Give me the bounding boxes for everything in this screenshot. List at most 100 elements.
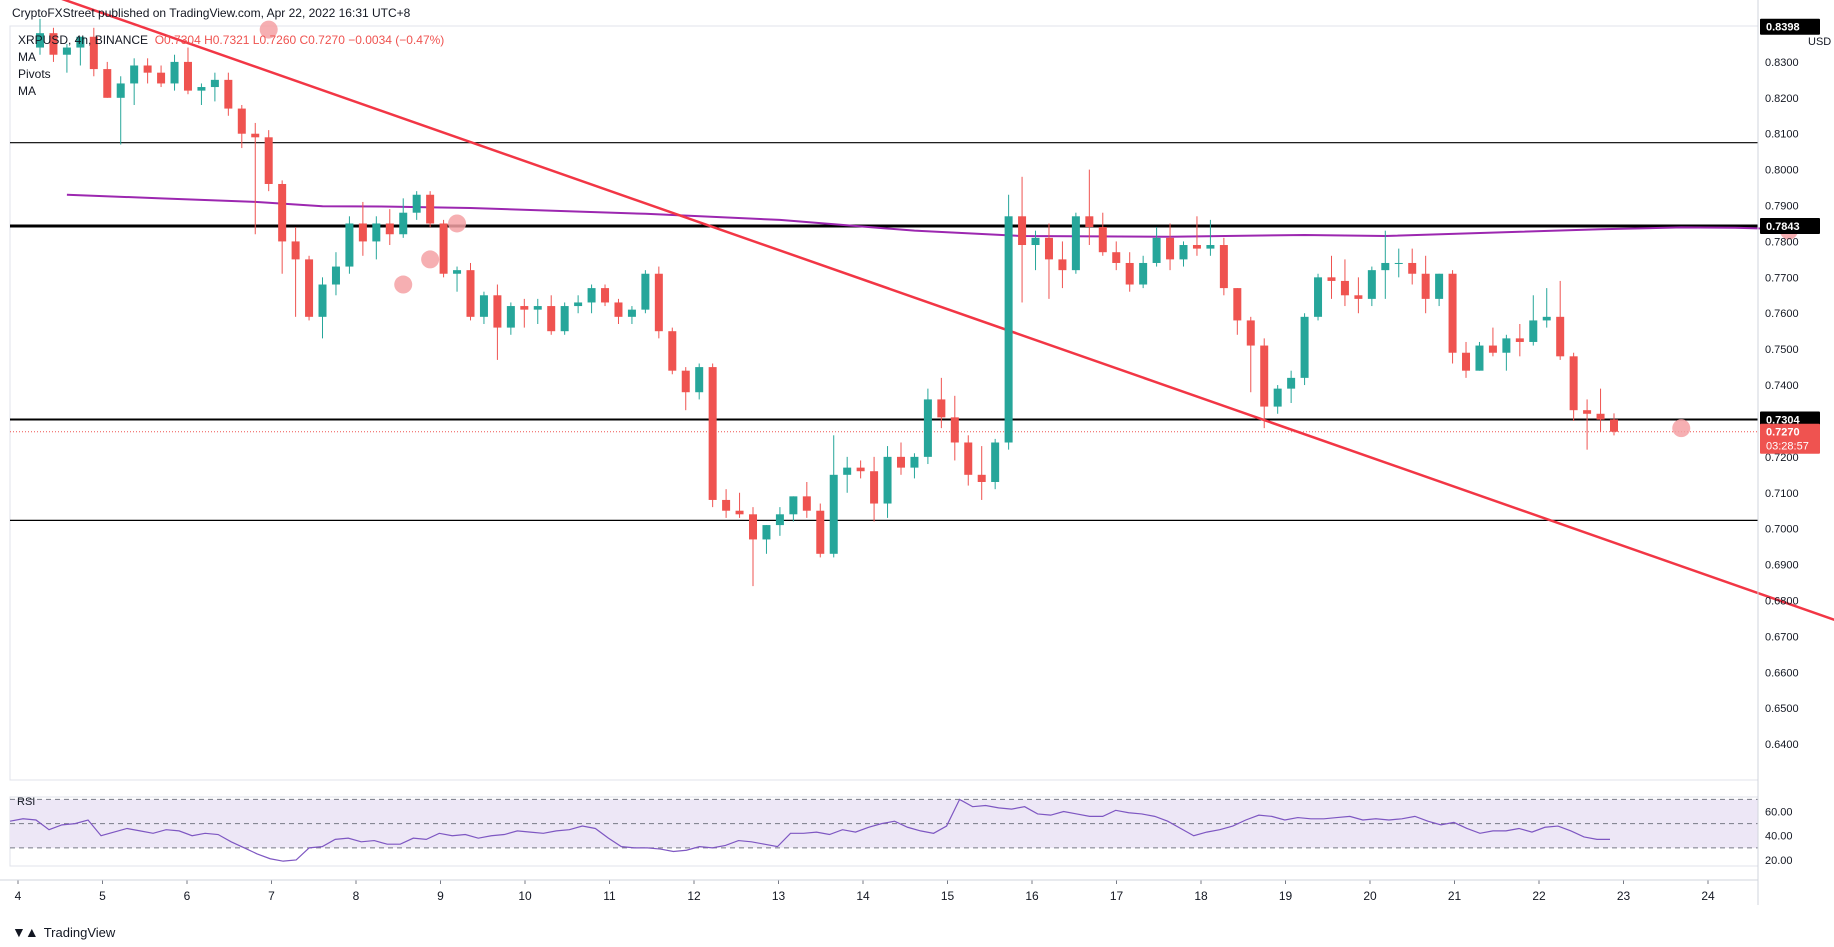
ma-line — [66, 193, 1776, 238]
candle-body — [991, 442, 1000, 482]
symbol-legend: XRPUSD, 4h, BINANCE O0.7304 H0.7321 L0.7… — [18, 33, 444, 47]
top-price-tag-bg — [1760, 18, 1820, 35]
ohlc-values: O0.7304 H0.7321 L0.7260 C0.7270 −0.0034 … — [154, 33, 445, 47]
x-tick-label: 6 — [184, 889, 191, 903]
x-tick-label: 10 — [518, 889, 532, 903]
candle-body — [1018, 216, 1027, 246]
candle-body — [1421, 273, 1430, 299]
y-tick-label: 0.7700 — [1765, 272, 1799, 284]
candle-body — [1502, 338, 1511, 353]
candle-body — [856, 467, 865, 472]
candle-body — [278, 183, 287, 242]
candle-body — [1273, 388, 1282, 407]
candle-body — [143, 65, 152, 73]
tradingview-logo[interactable]: ▼▲ TradingView — [12, 924, 115, 940]
x-tick-label: 24 — [1701, 889, 1715, 903]
candle-body — [547, 306, 556, 332]
rsi-line — [9, 798, 1610, 862]
candle-body — [210, 79, 219, 88]
candle-body — [318, 284, 327, 317]
x-tick-label: 5 — [99, 889, 106, 903]
candle-body — [870, 471, 879, 504]
candle-body — [62, 47, 71, 55]
y-tick-label: 0.7600 — [1765, 308, 1799, 320]
indicator-pivots[interactable]: Pivots — [18, 67, 51, 81]
candle-body — [977, 474, 986, 482]
x-tick-label: 18 — [1194, 889, 1208, 903]
candle-body — [1071, 216, 1080, 271]
candle-body — [1179, 245, 1188, 260]
candle-body — [76, 36, 85, 48]
candle-body — [1219, 245, 1228, 289]
pivot-markers — [259, 20, 1798, 438]
tradingview-mark-icon: ▼▲ — [12, 924, 39, 940]
candle-body — [1435, 273, 1444, 299]
candle-body — [762, 525, 771, 540]
candle-body — [1287, 377, 1296, 389]
candle-body — [816, 510, 825, 554]
candle-body — [157, 72, 166, 84]
candle-body — [130, 65, 139, 84]
x-tick-label: 12 — [687, 889, 701, 903]
horizontal-levels — [10, 142, 1758, 522]
y-tick-label: 0.7000 — [1765, 524, 1799, 536]
candle-body — [1515, 338, 1524, 342]
x-tick-label: 13 — [772, 889, 786, 903]
y-tick-label: 0.6900 — [1765, 560, 1799, 572]
candle-body — [1044, 237, 1053, 260]
candle-body — [1246, 320, 1255, 346]
symbol-name[interactable]: XRPUSD, 4h, BINANCE — [18, 33, 149, 47]
y-tick-label: 0.7500 — [1765, 344, 1799, 356]
candle-body — [479, 295, 488, 317]
support-tag-bg — [1760, 411, 1820, 428]
candle-body — [1569, 356, 1578, 411]
axes: 0.6400 0.6500 0.6600 0.6700 0.6800 0.6900 0.70… — [0, 0, 1799, 905]
candle-body — [587, 288, 596, 303]
x-tick-label: 8 — [353, 889, 360, 903]
indicator-ma-1[interactable]: MA — [18, 50, 36, 64]
candle-body — [1085, 216, 1094, 228]
candle-body — [36, 33, 44, 48]
rsi-tick-label: 40.00 — [1765, 831, 1793, 843]
x-tick-label: 21 — [1448, 889, 1462, 903]
candle-body — [426, 194, 435, 224]
y-tick-label: 0.7900 — [1765, 201, 1799, 213]
candle-body — [964, 442, 973, 475]
candle-body — [237, 108, 246, 134]
candle-body — [358, 223, 367, 242]
candle-body — [802, 496, 811, 511]
rsi-panel: 20.00 40.00 60.00 RSI — [9, 796, 1793, 867]
candle-body — [735, 510, 744, 515]
candle-body — [910, 456, 919, 468]
pivot-marker — [394, 275, 413, 294]
y-tick-label: 0.7100 — [1765, 488, 1799, 500]
y-tick-label: 0.6400 — [1765, 739, 1799, 751]
x-tick-label: 7 — [268, 889, 275, 903]
candle-body — [601, 288, 610, 303]
candle-body — [1206, 245, 1215, 249]
candle-body — [1314, 277, 1323, 317]
candle-body — [1542, 316, 1551, 321]
candle-body — [372, 223, 381, 242]
candle-body — [170, 61, 179, 84]
candle-body — [1556, 316, 1565, 357]
candle-body — [89, 36, 98, 70]
pivot-marker — [448, 214, 467, 233]
candle-body — [251, 133, 260, 138]
candle-body — [1583, 410, 1592, 414]
candle-body — [331, 266, 340, 285]
rsi-tick-label: 20.00 — [1765, 855, 1793, 867]
pivot-marker — [1672, 419, 1691, 438]
candle-body — [749, 514, 758, 540]
candle-body — [722, 499, 731, 511]
candle-body — [1260, 345, 1269, 407]
x-tick-label: 4 — [15, 889, 22, 903]
candle-body — [1058, 259, 1067, 271]
indicator-ma-2[interactable]: MA — [18, 84, 36, 98]
candle-body — [843, 467, 852, 475]
candle-body — [399, 212, 408, 235]
candle-body — [533, 306, 542, 310]
candle-body — [1610, 419, 1618, 432]
publisher-line: CryptoFXStreet published on TradingView.… — [12, 6, 411, 20]
